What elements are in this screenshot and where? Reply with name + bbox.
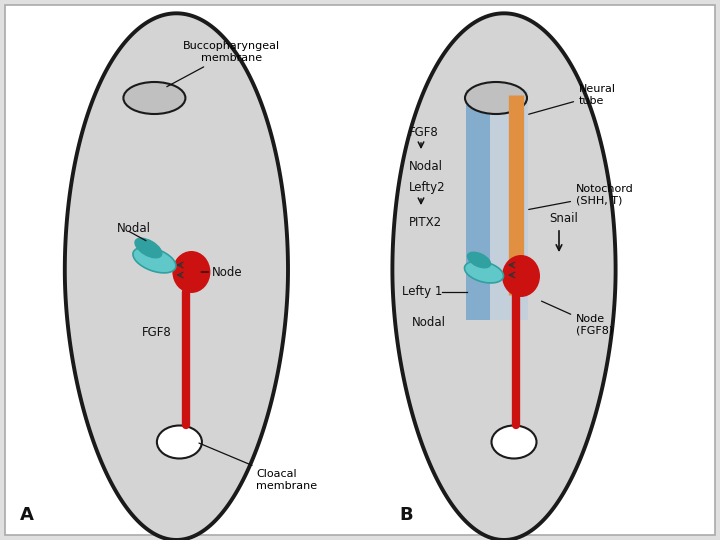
Text: Nodal: Nodal	[412, 315, 446, 328]
Text: Snail: Snail	[549, 212, 578, 225]
Text: Buccopharyngeal
membrane: Buccopharyngeal membrane	[167, 41, 280, 87]
Text: Nodal: Nodal	[409, 159, 443, 172]
Ellipse shape	[172, 251, 210, 293]
Ellipse shape	[157, 426, 202, 458]
Ellipse shape	[467, 252, 490, 268]
Ellipse shape	[135, 238, 162, 258]
Polygon shape	[392, 14, 616, 540]
Text: B: B	[399, 506, 413, 524]
Ellipse shape	[492, 426, 536, 458]
Ellipse shape	[502, 255, 540, 297]
Text: FGF8: FGF8	[409, 125, 438, 138]
Text: FGF8: FGF8	[141, 326, 171, 339]
Text: Node: Node	[212, 266, 242, 279]
Text: Lefty 1: Lefty 1	[402, 286, 442, 299]
Text: PITX2: PITX2	[409, 215, 442, 228]
Ellipse shape	[123, 82, 186, 114]
Ellipse shape	[465, 82, 527, 114]
Text: Node
(FGF8): Node (FGF8)	[541, 301, 613, 336]
Text: Notochord
(SHH, T): Notochord (SHH, T)	[528, 184, 634, 210]
Text: A: A	[20, 506, 34, 524]
Polygon shape	[65, 14, 288, 540]
FancyBboxPatch shape	[5, 5, 715, 535]
Ellipse shape	[464, 261, 503, 283]
FancyBboxPatch shape	[466, 90, 490, 320]
Ellipse shape	[133, 247, 176, 273]
Text: Lefty2: Lefty2	[409, 181, 446, 194]
Text: Cloacal
membrane: Cloacal membrane	[199, 443, 318, 491]
FancyBboxPatch shape	[466, 90, 528, 320]
Text: Nodal: Nodal	[117, 221, 150, 234]
Text: Neural
tube: Neural tube	[528, 84, 616, 114]
